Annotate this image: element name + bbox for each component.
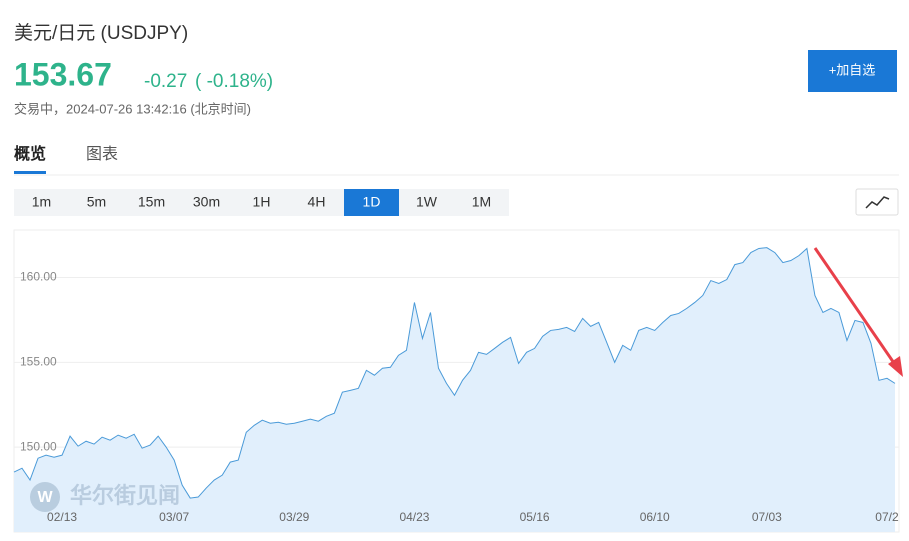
x-tick-label: 03/07 (159, 510, 189, 524)
y-tick-label: 155.00 (20, 355, 57, 369)
watermark: 华尔街见闻 (70, 483, 180, 508)
status: 交易中，2024-07-26 13:42:16 (北京时间) (14, 101, 251, 116)
interval-button[interactable]: 30m (193, 194, 220, 210)
interval-button[interactable]: 4H (308, 194, 326, 210)
watch-button-label[interactable]: +加自选 (829, 62, 876, 77)
interval-button[interactable]: 5m (87, 194, 106, 210)
x-tick-label: 05/16 (520, 510, 550, 524)
interval-button[interactable]: 1W (416, 194, 438, 210)
x-tick-label: 04/23 (399, 510, 429, 524)
annotation-arrow (813, 247, 898, 367)
interval-button[interactable]: 1H (253, 194, 271, 210)
interval-bar (14, 189, 509, 216)
x-tick-label: 07/03 (752, 510, 782, 524)
change-pct: ( -0.18%) (195, 71, 273, 92)
tab[interactable]: 图表 (86, 145, 118, 163)
tab[interactable]: 概览 (14, 144, 46, 163)
x-tick-label: 03/29 (279, 510, 309, 524)
plot: 150.00 155.00 160.00 02/13 03/07 03/29 04/23 05… (13, 247, 899, 532)
title: 美元/日元 (USDJPY) (14, 22, 188, 44)
watch-button[interactable] (808, 50, 897, 92)
chart-type-icon (865, 196, 890, 209)
price-line (13, 247, 896, 499)
annotation-arrowhead (888, 356, 903, 377)
x-tick-label: 02/13 (47, 510, 77, 524)
y-tick-label: 160.00 (20, 270, 57, 284)
interval-button[interactable]: 15m (138, 194, 165, 210)
interval-active[interactable] (344, 189, 399, 216)
watermark-logo (30, 482, 60, 512)
chart-type-button[interactable] (855, 188, 899, 216)
x-tick-label: 06/10 (640, 510, 670, 524)
tab-underline (14, 171, 46, 174)
x-tick-label: 07/2 (875, 510, 899, 524)
interval-button[interactable]: 1m (32, 194, 51, 210)
y-tick-label: 150.00 (20, 439, 57, 453)
price: 153.67 (14, 56, 112, 92)
change: -0.27 (144, 71, 187, 92)
interval-button[interactable]: 1M (472, 194, 491, 210)
watermark-logo-letter: W (37, 489, 53, 506)
area-fill (14, 247, 895, 532)
interval-button[interactable]: 1D (363, 194, 381, 210)
